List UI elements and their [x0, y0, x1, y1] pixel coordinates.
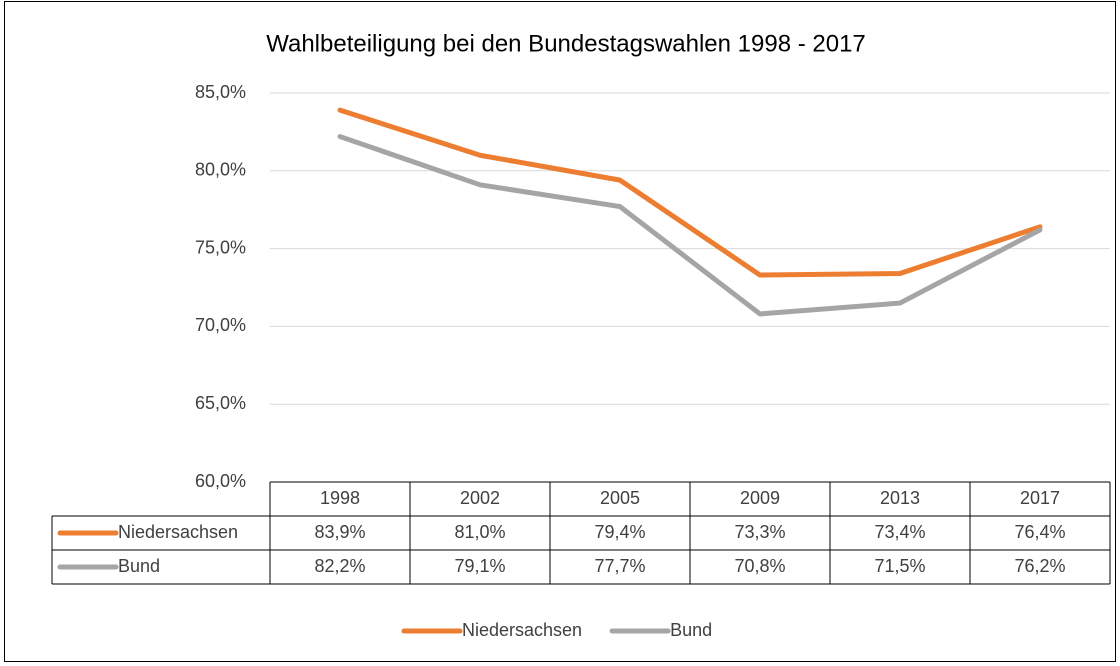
table-value: 81,0%: [454, 522, 505, 542]
x-tick-label: 2017: [1020, 488, 1060, 508]
x-tick-label: 1998: [320, 488, 360, 508]
table-value: 70,8%: [734, 556, 785, 576]
table-value: 71,5%: [874, 556, 925, 576]
x-tick-label: 2002: [460, 488, 500, 508]
chart-title: Wahlbeteiligung bei den Bundestagswahlen…: [266, 30, 866, 57]
x-tick-label: 2013: [880, 488, 920, 508]
y-tick-label: 60,0%: [195, 471, 246, 491]
table-row-label: Bund: [118, 556, 160, 576]
x-tick-label: 2005: [600, 488, 640, 508]
table-value: 76,4%: [1014, 522, 1065, 542]
table-value: 76,2%: [1014, 556, 1065, 576]
table-row-label: Niedersachsen: [118, 522, 238, 542]
line-series: [337, 107, 1043, 278]
table-value: 73,3%: [734, 522, 785, 542]
table-value: 83,9%: [314, 522, 365, 542]
y-tick-label: 80,0%: [195, 160, 246, 180]
table-value: 79,1%: [454, 556, 505, 576]
table-value: 77,7%: [594, 556, 645, 576]
legend-label: Niedersachsen: [462, 620, 582, 640]
y-tick-label: 75,0%: [195, 237, 246, 257]
table-value: 73,4%: [874, 522, 925, 542]
y-tick-label: 70,0%: [195, 315, 246, 335]
table-value: 79,4%: [594, 522, 645, 542]
line-series: [337, 134, 1043, 317]
y-tick-label: 85,0%: [195, 82, 246, 102]
chart-border: [4, 1, 1116, 662]
y-tick-label: 65,0%: [195, 393, 246, 413]
x-tick-label: 2009: [740, 488, 780, 508]
legend-label: Bund: [670, 620, 712, 640]
table-value: 82,2%: [314, 556, 365, 576]
